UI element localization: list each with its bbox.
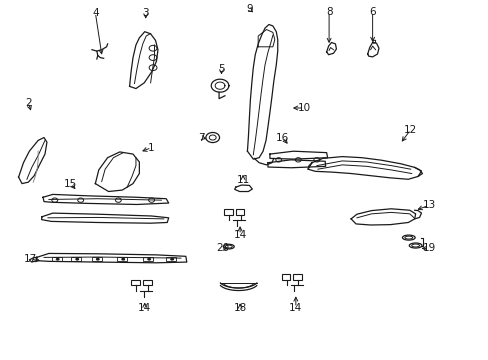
Circle shape bbox=[75, 258, 79, 261]
Bar bbox=[92, 257, 102, 261]
Circle shape bbox=[147, 258, 151, 261]
Text: 6: 6 bbox=[368, 6, 375, 17]
Bar bbox=[293, 274, 302, 280]
Text: 4: 4 bbox=[92, 8, 99, 18]
Text: 14: 14 bbox=[233, 230, 246, 240]
Bar bbox=[142, 280, 151, 285]
Bar bbox=[235, 209, 244, 215]
Bar bbox=[166, 257, 176, 261]
Text: 17: 17 bbox=[23, 254, 37, 264]
Bar bbox=[224, 209, 232, 215]
Text: 18: 18 bbox=[233, 303, 246, 313]
Circle shape bbox=[121, 258, 125, 261]
Text: 14: 14 bbox=[288, 303, 302, 313]
Text: 7: 7 bbox=[198, 132, 204, 143]
Bar bbox=[117, 257, 127, 261]
Text: 20: 20 bbox=[216, 243, 228, 253]
Text: 1: 1 bbox=[148, 143, 155, 153]
Text: 16: 16 bbox=[275, 132, 289, 143]
Text: 11: 11 bbox=[236, 175, 249, 185]
Bar bbox=[281, 274, 290, 280]
Text: 15: 15 bbox=[64, 179, 78, 189]
Text: 10: 10 bbox=[297, 103, 310, 113]
Text: 5: 5 bbox=[218, 64, 224, 74]
Text: 19: 19 bbox=[422, 243, 435, 253]
Circle shape bbox=[96, 258, 100, 261]
Bar bbox=[131, 280, 140, 285]
Text: 2: 2 bbox=[25, 98, 32, 108]
Circle shape bbox=[56, 258, 60, 261]
Bar bbox=[71, 257, 81, 261]
Text: 3: 3 bbox=[142, 8, 149, 18]
Bar bbox=[52, 257, 61, 261]
Bar bbox=[143, 257, 153, 261]
Text: 14: 14 bbox=[138, 303, 151, 313]
Text: 12: 12 bbox=[403, 125, 417, 135]
Circle shape bbox=[170, 258, 174, 261]
Text: 8: 8 bbox=[325, 6, 332, 17]
Text: 13: 13 bbox=[422, 200, 435, 210]
Text: 9: 9 bbox=[245, 4, 252, 14]
